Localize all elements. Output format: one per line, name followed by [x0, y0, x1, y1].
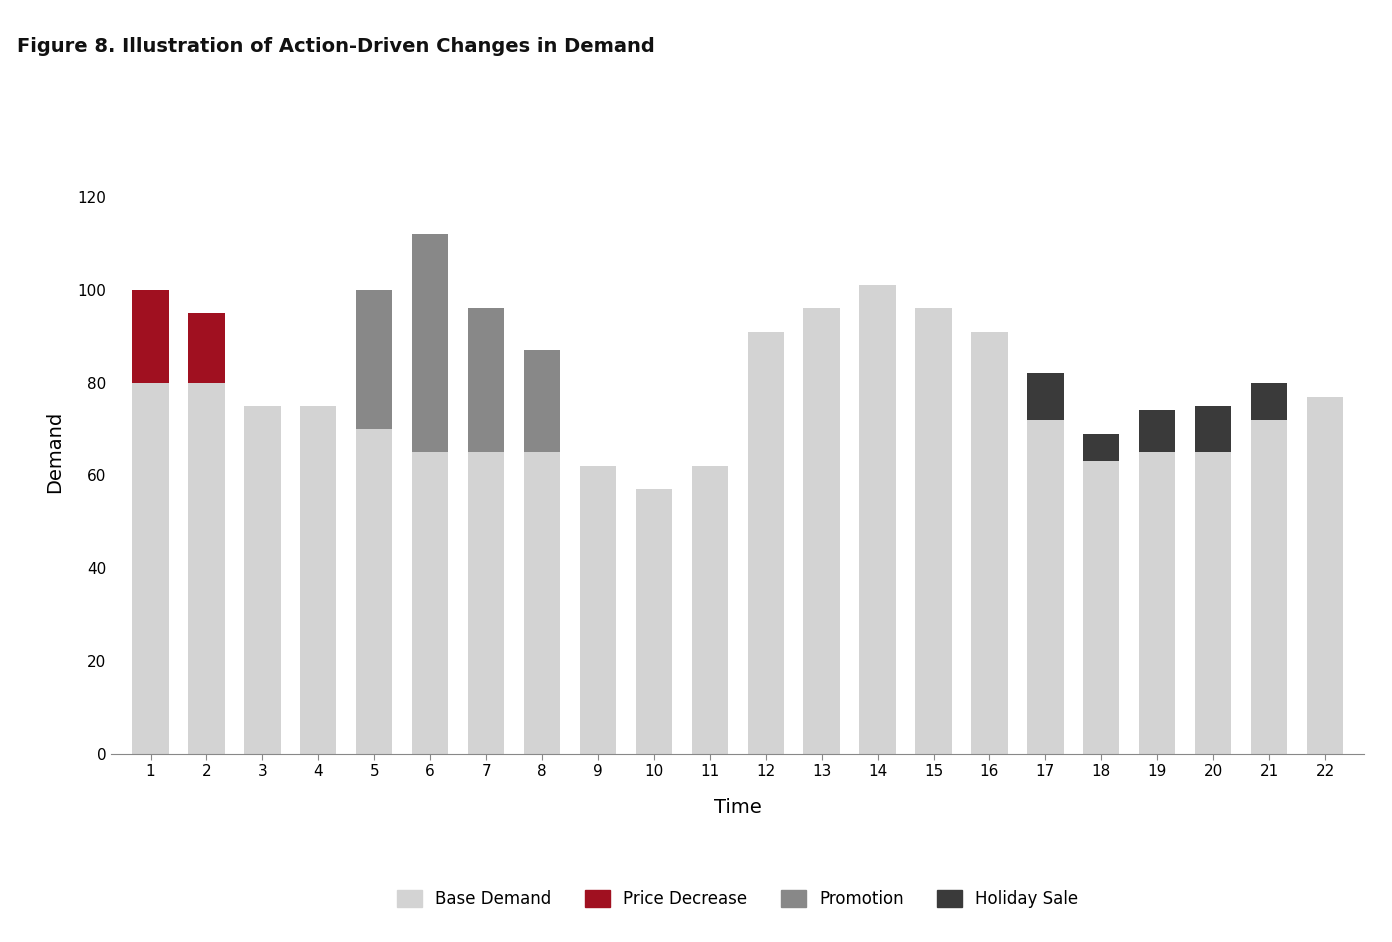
Bar	[1083, 462, 1119, 754]
Bar	[244, 406, 281, 754]
Bar	[412, 235, 448, 452]
Bar	[356, 290, 393, 429]
Bar	[916, 308, 952, 754]
Bar	[188, 313, 224, 382]
Bar	[636, 489, 672, 754]
Bar	[579, 466, 617, 754]
Bar	[1139, 411, 1175, 452]
Y-axis label: Demand: Demand	[45, 411, 64, 494]
Bar	[412, 452, 448, 754]
X-axis label: Time: Time	[714, 799, 761, 818]
Bar	[859, 285, 896, 754]
Bar	[468, 452, 504, 754]
Bar	[356, 429, 393, 754]
Bar	[972, 332, 1008, 754]
Text: Figure 8. Illustration of Action-Driven Changes in Demand: Figure 8. Illustration of Action-Driven …	[17, 37, 654, 56]
Bar	[1194, 406, 1232, 452]
Bar	[132, 290, 168, 382]
Bar	[803, 308, 839, 754]
Bar	[1194, 452, 1232, 754]
Bar	[523, 452, 560, 754]
Bar	[1083, 433, 1119, 462]
Bar	[748, 332, 784, 754]
Bar	[1027, 373, 1063, 420]
Legend: Base Demand, Price Decrease, Promotion, Holiday Sale: Base Demand, Price Decrease, Promotion, …	[397, 890, 1079, 908]
Bar	[1027, 420, 1063, 754]
Bar	[1251, 420, 1288, 754]
Bar	[1307, 397, 1343, 754]
Bar	[301, 406, 337, 754]
Bar	[1139, 452, 1175, 754]
Bar	[523, 350, 560, 452]
Bar	[692, 466, 728, 754]
Bar	[1251, 382, 1288, 420]
Bar	[132, 382, 168, 754]
Bar	[188, 382, 224, 754]
Bar	[468, 308, 504, 452]
